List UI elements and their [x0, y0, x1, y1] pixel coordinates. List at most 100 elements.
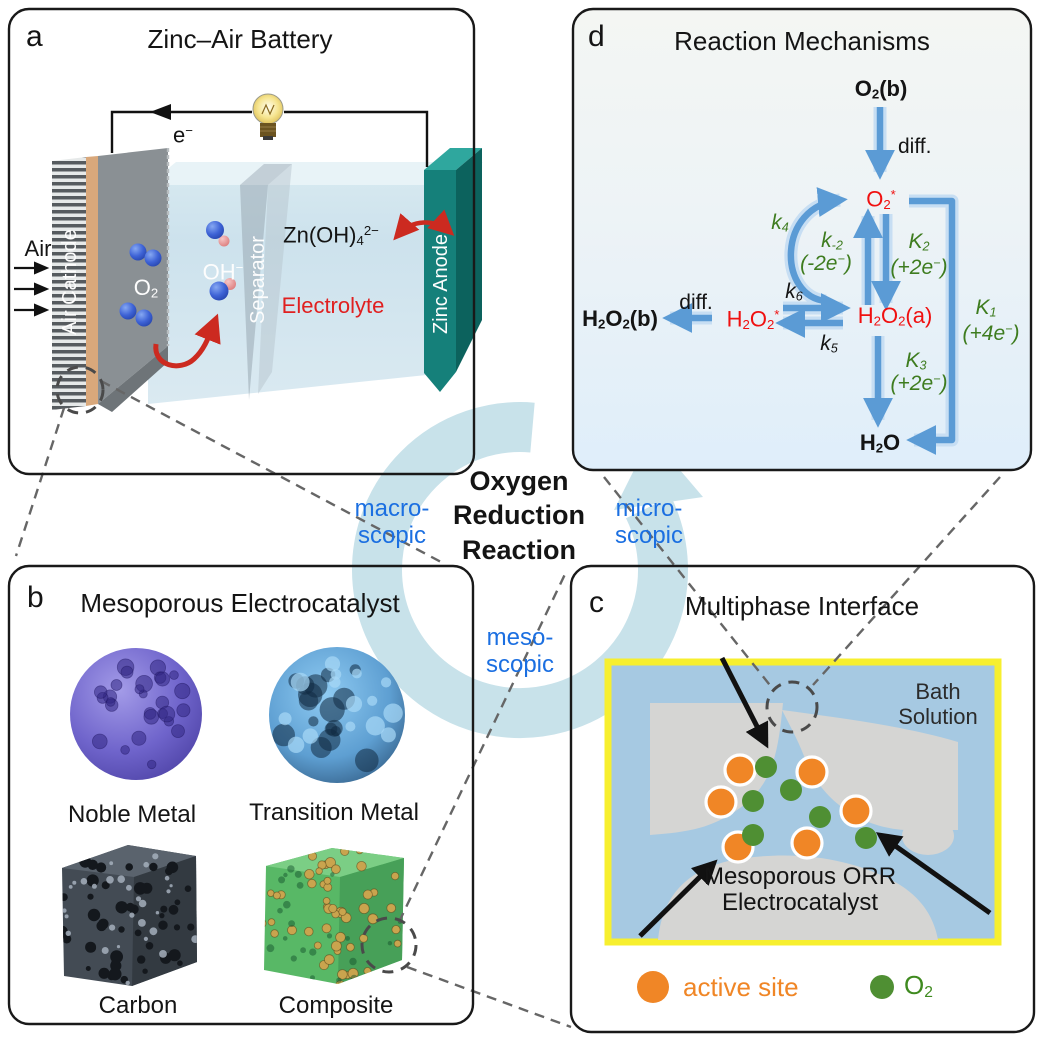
o2-circles — [742, 756, 877, 849]
o2-molecules — [119, 243, 162, 327]
panel-c-border — [569, 564, 1036, 1034]
gas-diffusion-layer — [98, 148, 168, 404]
o2-transport-arrows — [638, 656, 992, 938]
species-o2-adsorbed: O2* — [866, 186, 896, 212]
panel-c-letter: c — [589, 586, 604, 619]
rate-K2: K2 — [908, 230, 930, 254]
multiphase-interface-diagram — [604, 656, 1002, 1003]
composite-cube — [264, 848, 404, 984]
mesoscopic-label-line1: meso- — [486, 624, 554, 651]
cathode-catalyst-layer — [86, 156, 98, 406]
separator-side-face — [258, 164, 292, 394]
zincate-label: Zn(OH)42− — [283, 222, 379, 248]
rate-k4: k4 — [771, 211, 789, 235]
air-label: Air — [24, 236, 52, 261]
separator-top-face — [240, 164, 292, 185]
panel-b-letter: b — [27, 581, 44, 614]
composite-label: Composite — [278, 992, 394, 1019]
zoom-link-dashed-lines — [14, 379, 1001, 1029]
cathode-zoom-circle — [55, 365, 105, 415]
separator-front-face — [240, 185, 268, 400]
orr-cycle-ring-arrow — [352, 402, 703, 739]
electron-label: e− — [173, 122, 193, 148]
diff-label-left: diff. — [679, 291, 713, 314]
panel-borders — [7, 7, 1036, 1034]
macroscopic-label-line2: scopic — [357, 522, 427, 549]
noble-metal-sphere — [70, 648, 202, 780]
species-h2o2-adsorbed: H2O2* — [726, 306, 780, 332]
carbon-label: Carbon — [98, 992, 178, 1019]
electron-flow-arrowhead — [150, 104, 171, 120]
o2-label: O2 — [133, 275, 159, 301]
bath-solution-label-line2: Solution — [898, 704, 978, 729]
orr-title-line3: Reaction — [461, 535, 577, 565]
species-h2o2-a: H2O2(a) — [857, 303, 933, 329]
panel-b-border — [7, 564, 475, 1026]
carbon-cube — [62, 845, 197, 986]
hydroxide-label: OH− — [202, 259, 244, 285]
air-cathode-striped-layer — [52, 157, 86, 410]
air-cathode-label: Air Cathode — [59, 229, 81, 335]
zoom-region-dashed-circles — [55, 365, 819, 974]
legend-o2-icon — [870, 975, 894, 999]
species-h2o2-bulk: H2O2(b) — [582, 306, 658, 332]
rate-k6: k6 — [785, 280, 803, 304]
rate-K3-electrons: (+2e−) — [890, 372, 948, 395]
species-o2-bulk: O2(b) — [854, 76, 908, 102]
mesoporous-orr-label-line1: Mesoporous ORR — [703, 863, 897, 890]
mechanism-arrows — [662, 107, 956, 455]
active-site-circles — [704, 753, 873, 864]
zincate-equilibrium-arrow — [393, 209, 455, 241]
reaction-mechanism-arrows — [662, 107, 959, 455]
diff-label-top: diff. — [898, 135, 932, 158]
orr-title-line2: Reduction — [453, 500, 585, 530]
legend-active-site-icon — [637, 971, 669, 1003]
arrow-k4 — [787, 187, 848, 305]
light-bulb-icon — [252, 93, 284, 140]
orr-reaction-arrow — [153, 313, 221, 369]
panel-a-border — [7, 7, 476, 476]
air-flow-arrows — [14, 261, 50, 317]
transition-metal-label: Transition Metal — [249, 799, 419, 826]
orr-title-line1: Oxygen — [469, 466, 569, 496]
legend-o2-label: O2 — [904, 970, 933, 1002]
pore-zoom-circle — [765, 680, 819, 734]
rate-k5: k5 — [820, 332, 838, 356]
transition-metal-sphere — [269, 647, 405, 783]
zinc-anode-top-face — [424, 148, 482, 170]
composite-zoom-circle — [360, 916, 418, 974]
panel-d-border — [571, 7, 1033, 472]
panel-d-letter: d — [588, 20, 605, 53]
rate-K1-electrons: (+4e−) — [962, 322, 1020, 345]
panel-d-title: Reaction Mechanisms — [674, 26, 930, 56]
circuit-wire — [110, 110, 429, 167]
panel-b-title: Mesoporous Electrocatalyst — [80, 588, 400, 618]
rate-K2-electrons: (+2e−) — [890, 256, 948, 279]
macroscopic-label-line1: macro- — [354, 495, 430, 522]
bath-solution-label-line1: Bath — [915, 679, 961, 704]
panel-a-title: Zinc–Air Battery — [147, 24, 333, 54]
microscopic-label-line1: micro- — [615, 495, 683, 522]
legend-active-site-label: active site — [683, 972, 799, 1002]
hydroxide-molecules — [206, 221, 236, 301]
panel-a-letter: a — [26, 20, 43, 53]
panel-d-background — [573, 9, 1031, 470]
microscopic-label-line2: scopic — [614, 522, 684, 549]
zinc-anode-side-face — [456, 148, 482, 372]
species-h2o: H2O — [859, 430, 901, 456]
separator-label: Separator — [247, 236, 269, 324]
electrolyte-label: Electrolyte — [281, 293, 385, 318]
rate-k-minus-2: k-2 — [821, 229, 843, 253]
rate-K1: K1 — [975, 296, 997, 320]
gas-diffusion-layer-bottom — [98, 346, 168, 412]
zinc-air-battery-illustration — [14, 93, 483, 412]
arrow-K1 — [906, 197, 956, 455]
rate-K3: K3 — [905, 349, 927, 373]
electrolyte-top-face — [148, 162, 483, 185]
mesoscopic-label-line2: scopic — [485, 651, 555, 678]
panel-c-title: Multiphase Interface — [684, 591, 920, 621]
rate-k-minus-2-electrons: (-2e−) — [800, 252, 852, 275]
mesoporous-orr-label-line2: Electrocatalyst — [721, 889, 879, 916]
